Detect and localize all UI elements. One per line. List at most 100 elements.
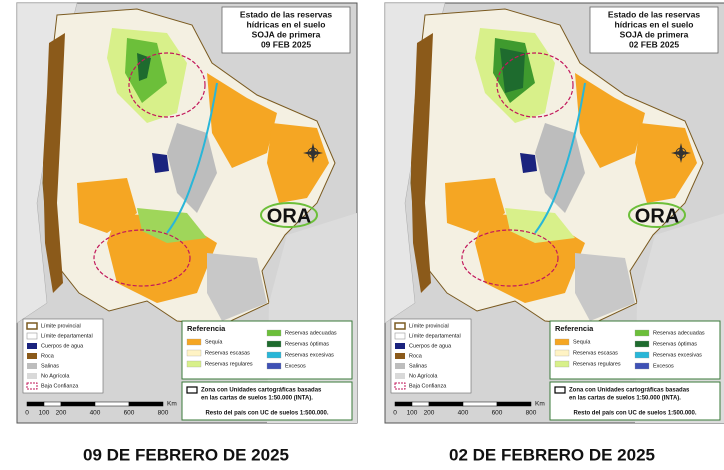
neighbor-land: [384, 2, 446, 324]
green-optimal: [500, 48, 525, 93]
reference-swatch: [186, 338, 202, 346]
reference-swatch: [186, 360, 202, 368]
map-title: hídricas en el suelo: [247, 19, 326, 29]
river: [166, 82, 218, 234]
logo-swoosh: [628, 202, 686, 228]
note-zona: Zona con Unidades cartográficas basadas: [201, 388, 322, 394]
drought-west: [445, 178, 505, 233]
drought-east: [575, 73, 645, 168]
note-box: [549, 381, 721, 421]
reference-swatch: [634, 340, 650, 348]
note-zona: en las cartas de suelos 1:50.000 (INTA).: [569, 396, 681, 402]
note-icon: [186, 386, 198, 394]
reference-swatch: [554, 349, 570, 357]
river: [534, 82, 586, 234]
reference-swatch: [634, 351, 650, 359]
reference-label: Sequía: [205, 339, 223, 345]
drought-east: [207, 73, 277, 168]
reference-title: Referencia: [555, 324, 594, 333]
reference-label: Reservas adecuadas: [653, 330, 705, 336]
reference-label: Reservas regulares: [573, 361, 621, 367]
map-title: 02 FEB 2025: [629, 39, 679, 49]
compass: [303, 143, 323, 163]
scale-label: 800: [526, 410, 537, 417]
scale-segment: [394, 401, 413, 407]
logo: ORA: [635, 205, 679, 227]
reference-swatch: [554, 338, 570, 346]
note-icon: [554, 386, 566, 394]
legend-swatch: [395, 343, 405, 349]
note-zona: en las cartas de suelos 1:50.000 (INTA).: [201, 396, 313, 402]
legend-label: Salinas: [409, 363, 427, 369]
scale-label: 200: [424, 410, 435, 417]
green-optimal: [137, 53, 151, 81]
reference-label: Reservas escasas: [573, 350, 618, 356]
reference-swatch: [186, 349, 202, 357]
reference-label: Reservas escasas: [205, 350, 250, 356]
reference-label: Reservas adecuadas: [285, 330, 337, 336]
legend-label: No Agrícola: [409, 373, 438, 379]
scale-segment: [43, 401, 62, 407]
compass-star: [303, 143, 323, 163]
low-confidence-south: [461, 229, 559, 287]
legend-label: Baja Confianza: [409, 383, 447, 389]
water-body: [152, 153, 169, 173]
map-caption: 09 DE FEBRERO DE 2025: [83, 445, 289, 464]
water-body: [520, 153, 537, 173]
reference-label: Sequía: [573, 339, 591, 345]
scale-segment: [128, 401, 164, 407]
legend-swatch: [27, 373, 37, 379]
scale-label: 400: [458, 410, 469, 417]
logo: ORA: [267, 205, 311, 227]
reference-label: Reservas óptimas: [285, 341, 329, 347]
map-title: SOJA de primera: [252, 29, 321, 39]
compass-star: [671, 143, 691, 163]
scale-label: 600: [492, 410, 503, 417]
scale-label: 0: [25, 410, 29, 417]
rock-west: [43, 33, 65, 293]
reference-swatch: [554, 360, 570, 368]
drought-ne: [635, 123, 697, 203]
scale-label: 800: [158, 410, 169, 417]
legend-swatch: [395, 363, 405, 369]
reference-label: Reservas excesivas: [285, 352, 334, 358]
legend-label: Límite provincial: [409, 323, 449, 329]
map-title: 09 FEB 2025: [261, 39, 311, 49]
map-caption: 02 DE FEBRERO DE 2025: [449, 445, 655, 464]
legend-swatch: [26, 382, 38, 390]
legend-label: Cuerpos de agua: [409, 343, 452, 349]
scale-label: 600: [124, 410, 135, 417]
legend-swatch: [27, 343, 37, 349]
neighbor-land: [16, 2, 78, 324]
salinas-south: [575, 253, 635, 321]
scale-segment: [94, 401, 130, 407]
scale-unit: Km: [167, 401, 177, 408]
legend-swatch: [27, 363, 37, 369]
scale-segment: [428, 401, 464, 407]
title-box: [221, 6, 351, 54]
scale-segment: [60, 401, 96, 407]
logo-swoosh: [260, 202, 318, 228]
scale-segment: [411, 401, 430, 407]
reference-label: Reservas regulares: [205, 361, 253, 367]
title-box: [589, 6, 719, 54]
scale-unit: Km: [535, 401, 545, 408]
salinas-south: [207, 253, 267, 321]
reference-swatch: [634, 362, 650, 370]
legend-swatch: [394, 322, 406, 330]
legend-label: Límite departamental: [41, 333, 93, 339]
legend-swatch: [395, 353, 405, 359]
map-title: hídricas en el suelo: [615, 19, 694, 29]
legend-label: Roca: [409, 353, 423, 359]
map-title: Estado de las reservas: [608, 9, 700, 19]
reference-swatch: [266, 351, 282, 359]
scale-segment: [496, 401, 532, 407]
reference-swatch: [266, 329, 282, 337]
rock-west: [411, 33, 433, 293]
legend-label: Roca: [41, 353, 55, 359]
drought-ne: [267, 123, 329, 203]
legend-swatch: [27, 353, 37, 359]
legend-swatch: [394, 382, 406, 390]
